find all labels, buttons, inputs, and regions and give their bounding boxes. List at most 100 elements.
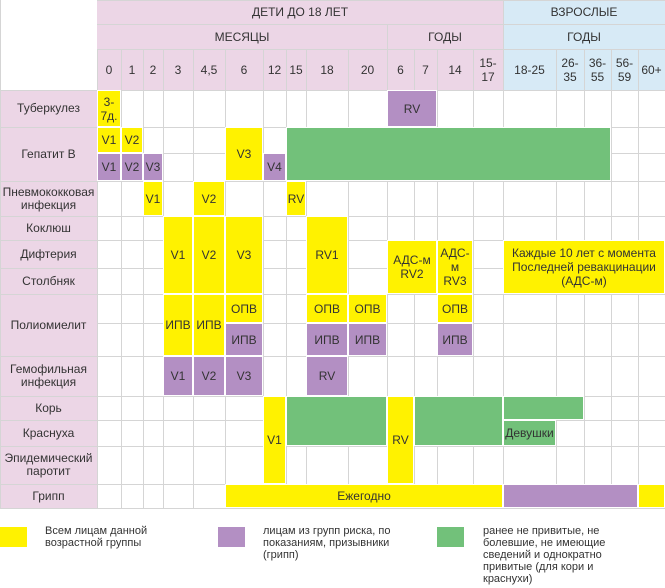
schedule-block: ИПВ: [437, 323, 473, 356]
row-label: Корь: [0, 396, 97, 420]
schedule-block: Каждые 10 лет с момента Последней ревакц…: [503, 240, 665, 294]
schedule-block: ОПВ: [437, 294, 473, 323]
age-label: 60+: [638, 49, 665, 90]
schedule-block: Девушки: [503, 420, 556, 446]
schedule-block: ИПВ: [225, 323, 263, 356]
schedule-block: V3: [143, 153, 163, 181]
schedule-block: RV: [306, 356, 348, 396]
grid-line: [0, 446, 665, 447]
schedule-bar: [638, 484, 665, 508]
schedule-block: V2: [193, 181, 225, 216]
grid-line: [121, 49, 122, 508]
schedule-block: V1: [263, 396, 286, 484]
schedule-block: V1: [163, 216, 193, 294]
grid-line: [97, 0, 665, 1]
age-label: 2: [143, 49, 163, 90]
age-label: 18-25: [503, 49, 556, 90]
age-label: 0: [97, 49, 121, 90]
schedule-block: V3: [225, 216, 263, 294]
grid-line: [503, 0, 504, 24]
grid-line: [348, 49, 349, 508]
schedule-block: АДС-м RV2: [387, 240, 437, 294]
schedule-block: ОПВ: [306, 294, 348, 323]
grid-line: [473, 49, 474, 508]
schedule-block: V2: [193, 216, 225, 294]
schedule-block: V1: [163, 356, 193, 396]
schedule-block: V2: [121, 153, 143, 181]
legend-text: лицам из групп риска, по показаниям, при…: [263, 525, 391, 561]
age-label: 6: [387, 49, 414, 90]
schedule-block: ИПВ: [306, 323, 348, 356]
schedule-bar: [414, 396, 503, 446]
grid-line: [0, 508, 665, 509]
schedule-block: 3-7д.: [97, 90, 121, 127]
schedule-block: ОПВ: [348, 294, 387, 323]
age-label: 20: [348, 49, 387, 90]
row-label: Пневмококковая инфекция: [0, 181, 97, 216]
header-children: ДЕТИ ДО 18 ЛЕТ: [97, 0, 503, 24]
schedule-bar: [286, 396, 387, 446]
age-label: 7: [414, 49, 437, 90]
legend-text: Всем лицам данной возрастной группы: [45, 525, 148, 549]
row-label: Краснуха: [0, 420, 97, 446]
grid-line: [0, 181, 665, 182]
schedule-bar: [286, 127, 611, 181]
schedule-block: RV: [387, 90, 437, 127]
grid-line: [263, 49, 264, 508]
schedule-bar: [503, 396, 584, 420]
age-label: 4,5: [193, 49, 225, 90]
schedule-block: V2: [121, 127, 143, 153]
grid-line: [0, 0, 1, 508]
grid-line: [0, 90, 665, 91]
legend-swatch: [437, 527, 464, 547]
schedule-block: ОПВ: [225, 294, 263, 323]
row-label: Грипп: [0, 484, 97, 508]
schedule-block: ИПВ: [163, 294, 193, 356]
grid-line: [97, 49, 665, 50]
age-label: 15-17: [473, 49, 503, 90]
row-label: Полиомиелит: [0, 294, 97, 356]
grid-line: [503, 24, 504, 49]
header-adults: ВЗРОСЛЫЕ: [503, 0, 665, 24]
schedule-block: RV: [286, 181, 306, 216]
schedule-block: Ежегодно: [225, 484, 503, 508]
row-label: Эпидемический паротит: [0, 446, 97, 484]
age-label: 56-59: [611, 49, 638, 90]
legend-swatch: [0, 527, 27, 547]
header-months: МЕСЯЦЫ: [97, 24, 387, 49]
grid-line: [97, 49, 98, 508]
age-label: 36-55: [584, 49, 611, 90]
schedule-block: V2: [193, 356, 225, 396]
grid-line: [97, 24, 665, 25]
schedule-block: RV: [387, 396, 414, 484]
age-label: 3: [163, 49, 193, 90]
row-label: Дифтерия: [0, 240, 97, 268]
schedule-block: V3: [225, 356, 263, 396]
legend-swatch: [218, 527, 245, 547]
schedule-block: V1: [97, 153, 121, 181]
schedule-block: V1: [143, 181, 163, 216]
age-label: 18: [306, 49, 348, 90]
age-label: 14: [437, 49, 473, 90]
grid-line: [387, 24, 388, 49]
row-label: Гепатит В: [0, 127, 97, 181]
age-label: 12: [263, 49, 286, 90]
schedule-bar: [503, 484, 638, 508]
header-years: ГОДЫ: [503, 24, 665, 49]
header-years: ГОДЫ: [387, 24, 503, 49]
schedule-block: ИПВ: [193, 294, 225, 356]
row-label: Гемофильная инфекция: [0, 356, 97, 396]
age-label: 6: [225, 49, 263, 90]
age-label: 26-35: [556, 49, 584, 90]
row-label: Туберкулез: [0, 90, 97, 127]
schedule-block: ИПВ: [348, 323, 387, 356]
schedule-block: RV1: [306, 216, 348, 294]
age-label: 15: [286, 49, 306, 90]
grid-line: [143, 49, 144, 508]
row-label: Коклюш: [0, 216, 97, 240]
legend-text: ранее не привитые, не болевшие, не имеющ…: [483, 525, 606, 585]
age-label: 1: [121, 49, 143, 90]
schedule-block: V1: [97, 127, 121, 153]
grid-line: [286, 49, 287, 508]
